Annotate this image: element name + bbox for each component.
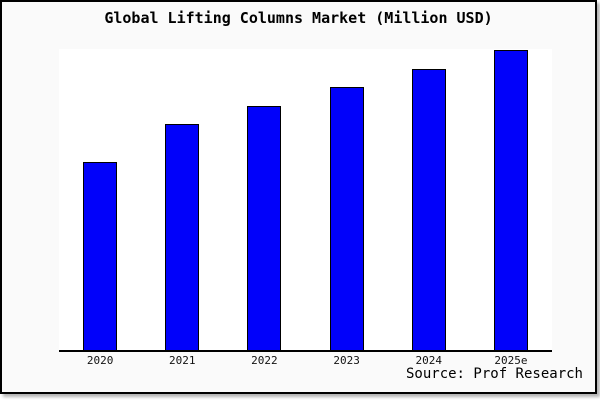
bar-slot-2021 bbox=[141, 49, 223, 350]
x-tick-label-2023: 2023 bbox=[333, 354, 360, 367]
x-tick-label-2020: 2020 bbox=[86, 354, 114, 367]
x-tick-label-2022: 2022 bbox=[251, 354, 278, 367]
bar-slot-2020 bbox=[59, 49, 141, 350]
x-tick-label-2024: 2024 bbox=[415, 354, 443, 367]
bar-2021 bbox=[165, 124, 200, 350]
source-credit: Source: Prof Research bbox=[405, 366, 583, 382]
bar-2023 bbox=[329, 87, 364, 350]
bar-2025e bbox=[493, 50, 528, 350]
bar-2024 bbox=[411, 69, 446, 350]
bar-2020 bbox=[83, 162, 118, 350]
chart-title: Global Lifting Columns Market (Million U… bbox=[104, 9, 493, 27]
bar-slot-2022 bbox=[223, 49, 305, 350]
bar-slot-2025e bbox=[470, 49, 552, 350]
bar-slot-2024 bbox=[388, 49, 470, 350]
x-tick-label-2025e: 2025e bbox=[494, 354, 528, 367]
x-tick-label-2021: 2021 bbox=[169, 354, 196, 367]
bar-2022 bbox=[247, 106, 282, 350]
plot-area bbox=[59, 49, 552, 352]
x-axis-labels: 2020 2021 2022 2023 2024 2025e bbox=[59, 354, 552, 367]
bar-slot-2023 bbox=[306, 49, 388, 350]
